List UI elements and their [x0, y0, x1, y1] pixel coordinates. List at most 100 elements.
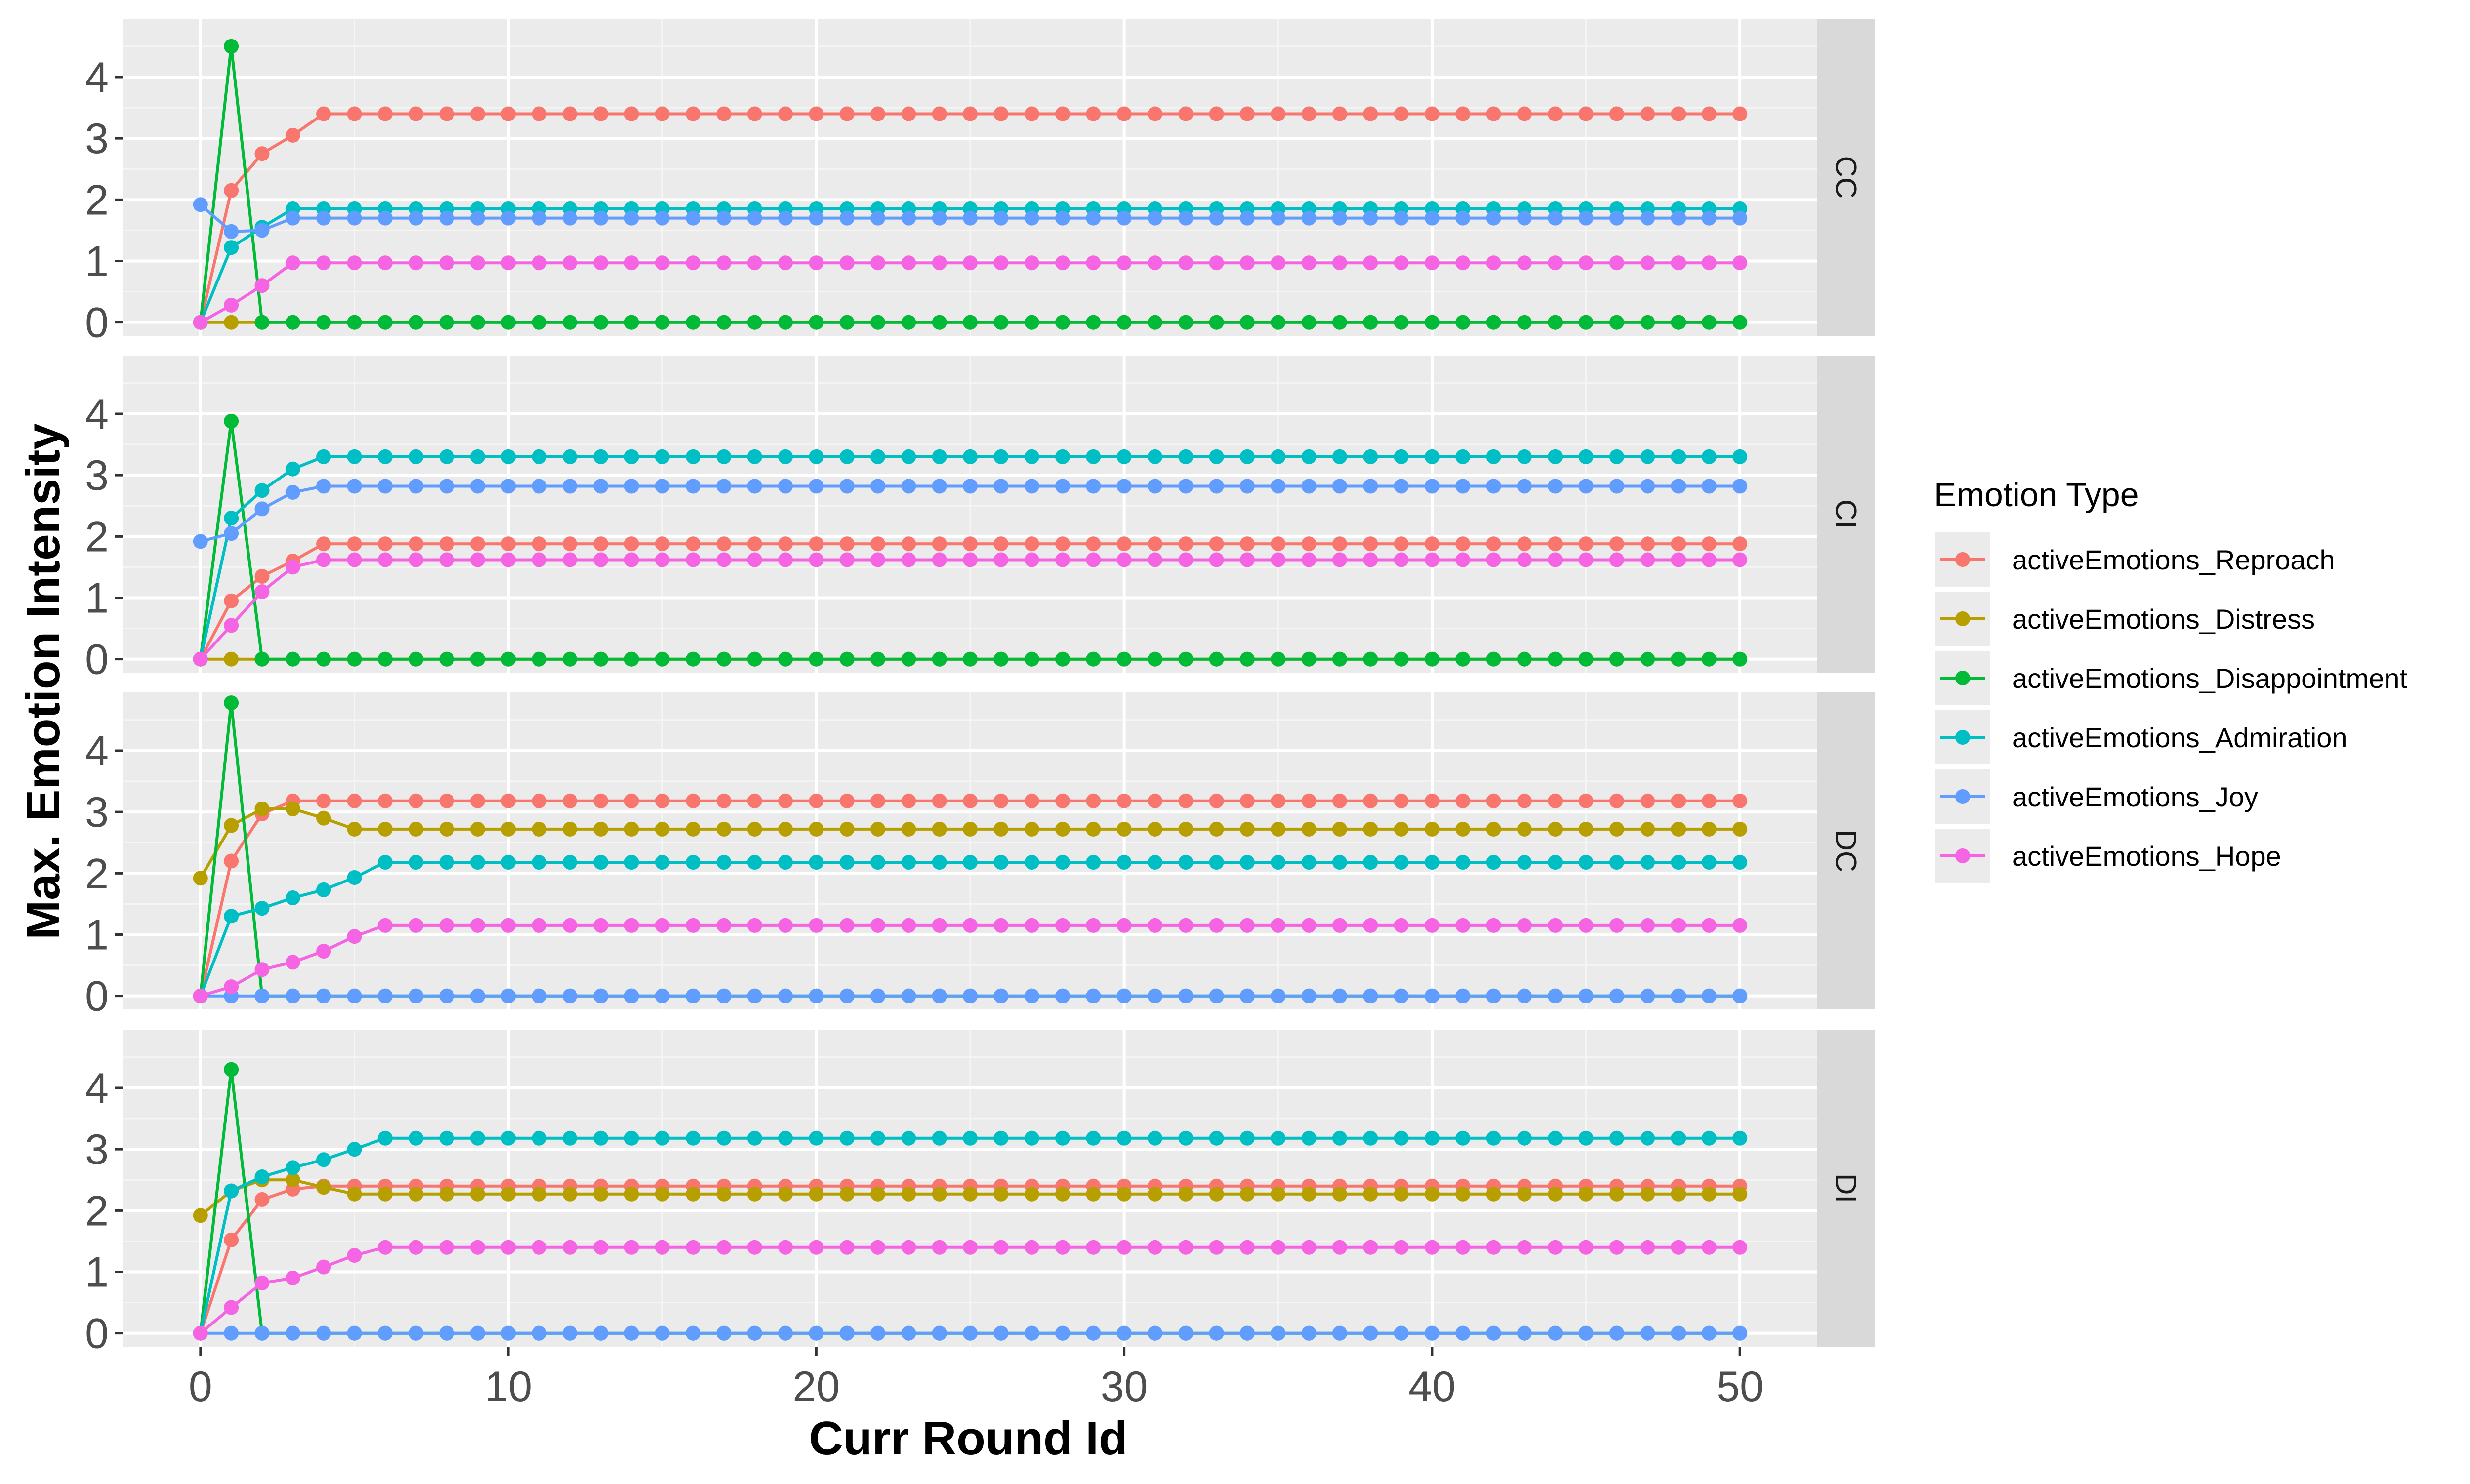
- data-point-disappointment: [809, 315, 824, 330]
- data-point-joy: [439, 988, 454, 1003]
- data-point-hope: [532, 1240, 547, 1255]
- data-point-reproach: [1486, 106, 1501, 121]
- data-point-hope: [624, 552, 639, 567]
- data-point-hope: [963, 918, 978, 933]
- data-point-disappointment: [901, 315, 916, 330]
- data-point-reproach: [285, 127, 300, 143]
- data-point-joy: [501, 479, 516, 494]
- data-point-hope: [1332, 918, 1347, 933]
- data-point-hope: [1455, 1240, 1471, 1255]
- data-point-reproach: [1640, 793, 1655, 808]
- data-point-hope: [377, 552, 393, 567]
- data-point-admiration: [901, 855, 916, 870]
- data-point-joy: [1486, 479, 1501, 494]
- data-point-distress: [1301, 821, 1317, 837]
- series-distress: [193, 1172, 1748, 1223]
- data-point-reproach: [1363, 536, 1378, 552]
- data-point-joy: [1424, 210, 1440, 226]
- data-point-hope: [593, 552, 609, 567]
- data-point-hope: [1671, 918, 1686, 933]
- data-point-hope: [870, 255, 885, 271]
- data-point-admiration: [1732, 855, 1748, 870]
- data-point-disappointment: [1301, 315, 1317, 330]
- data-point-admiration: [1239, 1130, 1255, 1146]
- data-point-distress: [377, 821, 393, 837]
- data-point-hope: [254, 1275, 270, 1290]
- data-point-hope: [716, 918, 732, 933]
- data-point-disappointment: [347, 315, 362, 330]
- data-point-joy: [1363, 210, 1378, 226]
- data-point-joy: [1640, 479, 1655, 494]
- data-point-disappointment: [993, 651, 1009, 667]
- data-point-distress: [1116, 821, 1132, 837]
- data-point-disappointment: [1301, 651, 1317, 667]
- data-point-admiration: [624, 855, 639, 870]
- data-point-disappointment: [316, 651, 331, 667]
- series-hope: [193, 255, 1748, 330]
- data-point-joy: [470, 210, 485, 226]
- data-point-distress: [285, 801, 300, 816]
- data-point-admiration: [532, 1130, 547, 1146]
- data-point-reproach: [593, 793, 609, 808]
- data-point-hope: [1086, 552, 1101, 567]
- series-disappointment: [193, 413, 1748, 667]
- legend-key-point: [1955, 671, 1970, 685]
- data-point-joy: [839, 1325, 855, 1341]
- data-point-hope: [1640, 918, 1655, 933]
- data-point-hope: [1486, 552, 1501, 567]
- data-point-admiration: [377, 449, 393, 464]
- data-point-joy: [1455, 479, 1471, 494]
- data-point-reproach: [254, 146, 270, 161]
- data-point-reproach: [1024, 106, 1039, 121]
- data-point-distress: [193, 1208, 208, 1223]
- data-point-distress: [593, 821, 609, 837]
- data-point-distress: [1086, 821, 1101, 837]
- series-admiration: [193, 449, 1748, 667]
- data-point-distress: [1209, 821, 1224, 837]
- data-point-admiration: [1640, 855, 1655, 870]
- data-point-admiration: [839, 449, 855, 464]
- data-point-reproach: [870, 536, 885, 552]
- data-point-distress: [932, 821, 947, 837]
- data-point-reproach: [1332, 106, 1347, 121]
- data-point-admiration: [716, 1130, 732, 1146]
- series-joy: [193, 479, 1748, 549]
- data-point-admiration: [1271, 1130, 1286, 1146]
- data-point-admiration: [409, 449, 424, 464]
- data-point-joy: [1640, 1325, 1655, 1341]
- data-point-reproach: [1271, 106, 1286, 121]
- data-point-reproach: [963, 536, 978, 552]
- data-point-admiration: [716, 449, 732, 464]
- data-point-admiration: [809, 855, 824, 870]
- data-point-admiration: [1148, 449, 1162, 464]
- data-point-disappointment: [624, 651, 639, 667]
- data-point-joy: [809, 988, 824, 1003]
- data-point-disappointment: [1024, 651, 1039, 667]
- data-point-admiration: [1055, 855, 1070, 870]
- data-point-distress: [224, 651, 239, 667]
- data-point-distress: [1363, 1186, 1378, 1202]
- data-point-distress: [655, 1186, 670, 1202]
- data-point-reproach: [686, 536, 701, 552]
- data-point-reproach: [532, 106, 547, 121]
- data-point-joy: [1301, 1325, 1317, 1341]
- data-point-disappointment: [1209, 651, 1224, 667]
- data-point-disappointment: [501, 315, 516, 330]
- data-point-hope: [932, 552, 947, 567]
- data-point-hope: [562, 918, 577, 933]
- data-point-hope: [532, 255, 547, 271]
- data-point-admiration: [870, 449, 885, 464]
- data-point-disappointment: [1640, 315, 1655, 330]
- data-point-admiration: [1394, 1130, 1409, 1146]
- legend-entry-admiration: activeEmotions_Admiration: [1935, 710, 2347, 764]
- data-point-joy: [224, 526, 239, 541]
- data-point-joy: [532, 210, 547, 226]
- data-point-hope: [1239, 918, 1255, 933]
- data-point-hope: [1424, 918, 1440, 933]
- data-point-distress: [224, 818, 239, 833]
- data-point-reproach: [1578, 793, 1594, 808]
- data-point-hope: [901, 552, 916, 567]
- data-point-disappointment: [1455, 651, 1471, 667]
- data-point-hope: [347, 255, 362, 271]
- legend: Emotion Type activeEmotions_Reproachacti…: [1934, 476, 2407, 883]
